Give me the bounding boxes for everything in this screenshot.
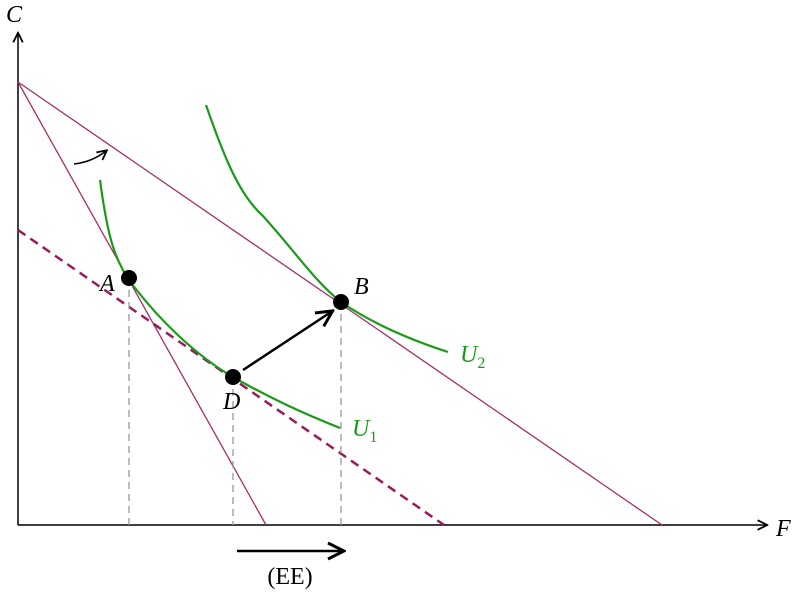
- point-label: B: [354, 274, 369, 300]
- shift-label: (EE): [267, 564, 312, 590]
- point-b: [333, 294, 349, 310]
- x-axis-label: F: [775, 516, 791, 542]
- budget-line-steep: [17, 81, 267, 526]
- point-a: [121, 270, 137, 286]
- curve-subscript: 1: [369, 429, 377, 446]
- curve-subscript: 2: [477, 355, 485, 372]
- point-d: [225, 369, 241, 385]
- curve-letter: U: [352, 416, 371, 442]
- rotation-arrow: [73, 151, 106, 165]
- y-axis-label: C: [6, 2, 23, 28]
- movement-arrow: [242, 312, 331, 372]
- point-label: A: [98, 271, 115, 297]
- indifference-curve-u1: [98, 179, 341, 430]
- curve-letter: U: [460, 342, 479, 368]
- curve-label: U1: [352, 416, 377, 446]
- point-label: D: [222, 389, 240, 415]
- curve-label: U2: [460, 342, 485, 372]
- indifference-curve-u2: [204, 104, 449, 354]
